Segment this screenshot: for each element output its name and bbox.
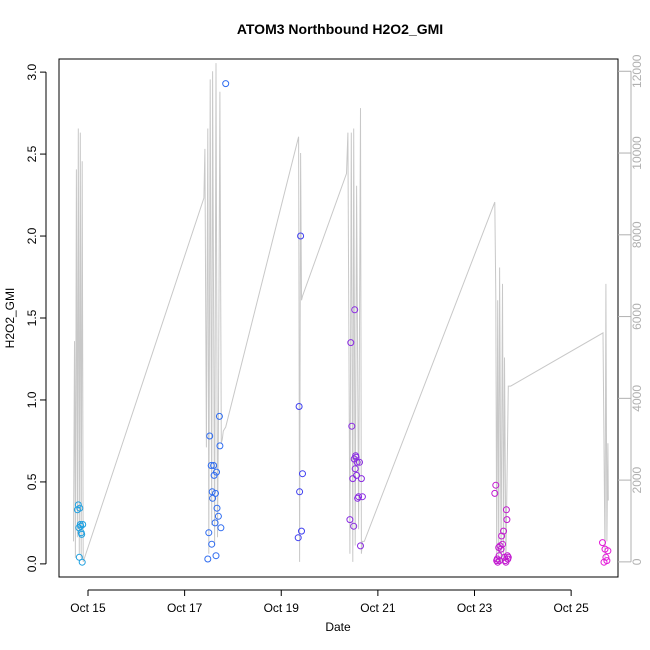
data-point xyxy=(499,540,506,548)
data-point xyxy=(352,453,360,461)
points-layer xyxy=(73,80,612,566)
data-point xyxy=(208,540,216,548)
x-axis: Oct 15 Oct 17 Oct 19 Oct 21 Oct 23 Oct 25 xyxy=(70,589,589,615)
chart-title: ATOM3 Northbound H2O2_GMI xyxy=(237,21,443,37)
data-point xyxy=(210,462,218,469)
data-point xyxy=(492,481,500,489)
data-point xyxy=(206,432,214,440)
x-tick-label: Oct 25 xyxy=(553,601,589,615)
x-axis-label: Date xyxy=(325,620,351,634)
data-point xyxy=(494,558,502,566)
y-tick-label: 3.0 xyxy=(25,63,39,80)
data-point xyxy=(217,524,225,532)
data-point xyxy=(214,512,222,520)
altitude-line xyxy=(73,63,609,563)
data-point xyxy=(294,534,302,542)
x-tick-label: Oct 23 xyxy=(457,601,493,615)
data-point xyxy=(78,530,86,538)
x-tick-label: Oct 17 xyxy=(167,601,203,615)
data-point xyxy=(222,80,230,88)
data-point xyxy=(503,516,511,524)
data-point xyxy=(599,539,606,547)
data-point xyxy=(79,521,87,528)
y-tick-label: 1.0 xyxy=(25,391,39,408)
data-point xyxy=(351,465,359,473)
data-point xyxy=(77,522,85,530)
data-point xyxy=(502,506,510,514)
y2-tick-label: 4000 xyxy=(630,385,644,412)
data-point xyxy=(351,306,359,314)
y2-tick-label: 0 xyxy=(630,558,644,565)
data-point xyxy=(602,553,610,561)
data-point xyxy=(208,488,216,496)
y2-tick-label: 12000 xyxy=(630,54,644,88)
data-point xyxy=(298,527,305,535)
data-point xyxy=(296,488,304,496)
y-axis-label: H2O2_GMI xyxy=(3,288,17,349)
y-axis-left: 0.0 0.5 1.0 1.5 2.0 2.5 3.0 xyxy=(25,63,47,572)
data-point xyxy=(357,475,365,483)
data-point xyxy=(295,403,303,410)
data-point xyxy=(216,442,224,450)
y2-tick-label: 6000 xyxy=(630,303,644,330)
y-tick-label: 0.0 xyxy=(25,555,39,572)
data-point xyxy=(299,470,306,478)
data-point xyxy=(207,462,215,469)
data-point xyxy=(491,489,499,497)
data-point xyxy=(205,529,213,537)
data-point xyxy=(348,422,356,430)
y2-tick-label: 8000 xyxy=(630,221,644,248)
data-point xyxy=(353,471,361,479)
data-point xyxy=(356,458,363,466)
data-point xyxy=(354,494,362,502)
data-point xyxy=(603,557,611,565)
data-point xyxy=(604,547,612,555)
x-tick-label: Oct 21 xyxy=(360,601,396,615)
data-point xyxy=(355,493,363,501)
y-tick-label: 1.5 xyxy=(25,309,39,326)
data-point xyxy=(504,553,512,561)
y-tick-label: 2.5 xyxy=(25,145,39,162)
data-point xyxy=(500,527,507,535)
x-tick-label: Oct 15 xyxy=(70,601,106,615)
data-point xyxy=(357,542,364,550)
data-point xyxy=(78,558,86,566)
data-point xyxy=(74,501,82,509)
y-tick-label: 2.0 xyxy=(25,227,39,244)
y-axis-right: 0 2000 4000 6000 8000 10000 12000 xyxy=(618,54,644,565)
data-point xyxy=(215,412,223,420)
x-tick-label: Oct 19 xyxy=(264,601,300,615)
data-point xyxy=(497,545,505,553)
plot-frame xyxy=(58,58,619,578)
data-point xyxy=(358,493,366,501)
y2-tick-label: 2000 xyxy=(630,466,644,493)
data-point xyxy=(350,522,358,530)
data-point xyxy=(297,232,305,240)
y2-tick-label: 10000 xyxy=(630,136,644,170)
data-point xyxy=(204,555,212,563)
data-point xyxy=(212,489,219,497)
altitude-layer xyxy=(73,63,609,563)
data-point xyxy=(213,504,221,512)
data-point xyxy=(76,504,84,512)
data-point xyxy=(353,458,361,466)
y-tick-label: 0.5 xyxy=(25,473,39,490)
data-point xyxy=(211,519,219,527)
data-point xyxy=(212,552,220,560)
data-point xyxy=(346,516,354,524)
data-point xyxy=(347,339,355,347)
data-point xyxy=(213,468,220,476)
